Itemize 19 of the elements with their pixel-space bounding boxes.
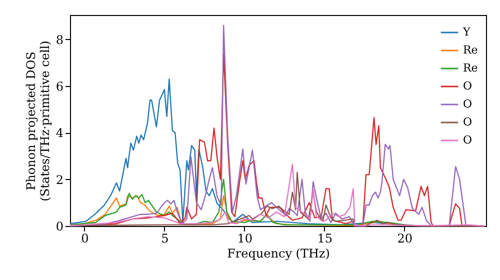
legend-label: Y (462, 26, 471, 38)
legend-label: O (463, 80, 472, 92)
legend-label: Re (463, 44, 478, 56)
x-tick-label: 0 (81, 232, 89, 246)
y-tick-label: 6 (56, 80, 64, 94)
x-tick-label: 10 (237, 232, 253, 246)
legend-label: O (463, 98, 472, 110)
x-tick-label: 15 (317, 232, 333, 246)
x-tick-label: 5 (161, 232, 169, 246)
legend-label: O (463, 134, 472, 146)
x-axis-title: Frequency (THz) (227, 246, 330, 260)
y-tick-label: 2 (56, 172, 64, 187)
y-tick-label: 0 (56, 220, 64, 234)
y-tick-label: 4 (56, 126, 64, 140)
x-tick-label: 20 (397, 232, 413, 246)
legend-label: O (463, 116, 472, 128)
y-axis-title: Phonon projected DOS (States/THz·primitive cell) (24, 40, 52, 202)
y-tick-label: 8 (56, 32, 64, 47)
legend-label: Re (463, 62, 478, 74)
